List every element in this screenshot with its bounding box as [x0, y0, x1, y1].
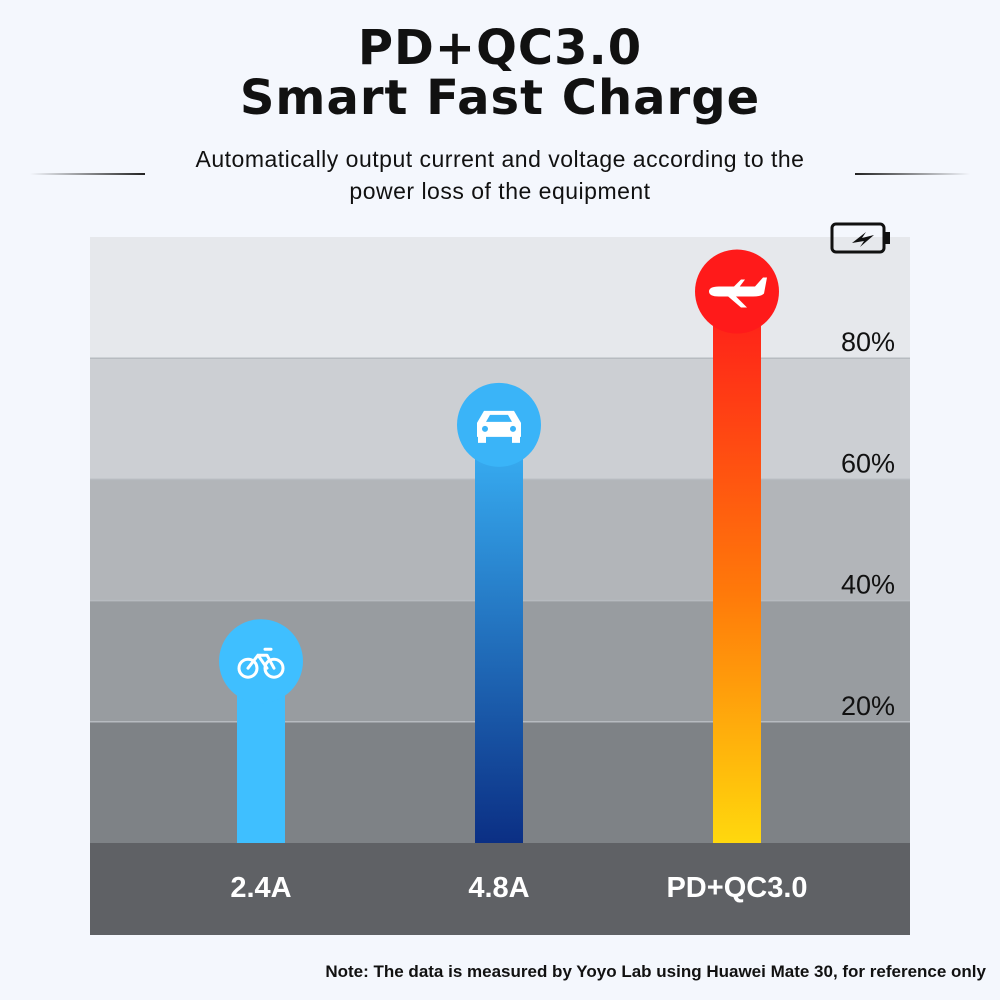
category-label: 4.8A	[468, 872, 529, 904]
title-line-1: PD+QC3.0	[357, 20, 643, 76]
bar-body	[475, 424, 523, 843]
divider-right	[855, 173, 970, 175]
y-tick-label: 40%	[841, 570, 895, 600]
title-line-2: Smart Fast Charge	[239, 70, 761, 126]
bars	[219, 249, 779, 843]
category-label: PD+QC3.0	[666, 872, 807, 904]
bar-body	[713, 291, 761, 843]
subtitle-line-1: Automatically output current and voltage…	[195, 146, 805, 172]
category-axis-bar	[90, 843, 910, 935]
y-tick-labels: 20% 40% 60% 80%	[841, 327, 895, 721]
category-label: 2.4A	[230, 872, 291, 904]
bar-4.8A	[457, 382, 541, 843]
subtitle-line-2: power loss of the equipment	[349, 178, 651, 204]
airplane-icon	[709, 277, 767, 308]
bicycle-icon	[237, 647, 285, 679]
car-icon	[477, 410, 521, 443]
subtitle: Automatically output current and voltage…	[140, 143, 860, 207]
battery-charging-icon	[830, 222, 890, 254]
bar-2.4A	[219, 619, 303, 843]
y-tick-label: 80%	[841, 327, 895, 357]
band-4	[90, 237, 910, 359]
category-labels: 2.4A 4.8A PD+QC3.0	[230, 872, 807, 904]
y-tick-label: 20%	[841, 691, 895, 721]
footnote: Note: The data is measured by Yoyo Lab u…	[325, 962, 986, 981]
bar-PD+QC3.0	[695, 249, 779, 843]
y-tick-label: 60%	[841, 448, 895, 478]
divider-left	[30, 173, 145, 175]
